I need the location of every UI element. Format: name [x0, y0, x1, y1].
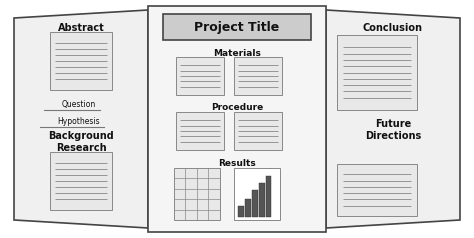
Bar	[245, 198, 251, 217]
Text: Future
Directions: Future Directions	[365, 119, 421, 141]
Bar	[337, 164, 417, 216]
Bar	[238, 205, 244, 217]
Bar	[176, 57, 224, 95]
Text: Abstract: Abstract	[58, 23, 104, 33]
Bar	[176, 112, 224, 150]
Polygon shape	[326, 10, 460, 228]
Bar	[234, 57, 282, 95]
Text: Conclusion: Conclusion	[363, 23, 423, 33]
Bar	[174, 168, 220, 220]
Bar	[234, 168, 280, 220]
Bar	[148, 6, 326, 232]
Text: Background
Research: Background Research	[48, 131, 114, 153]
Text: Results: Results	[218, 159, 256, 168]
Bar	[234, 112, 282, 150]
Bar	[259, 183, 264, 217]
Bar	[266, 176, 272, 217]
Text: Materials: Materials	[213, 49, 261, 58]
Bar	[50, 32, 112, 90]
Bar	[252, 190, 258, 217]
Bar	[163, 14, 311, 40]
Text: Procedure: Procedure	[211, 104, 263, 113]
Bar	[337, 35, 417, 110]
Text: Hypothesis: Hypothesis	[58, 118, 100, 127]
Polygon shape	[14, 10, 148, 228]
Bar	[50, 152, 112, 210]
Text: Project Title: Project Title	[194, 20, 280, 34]
Text: Question: Question	[62, 100, 96, 109]
